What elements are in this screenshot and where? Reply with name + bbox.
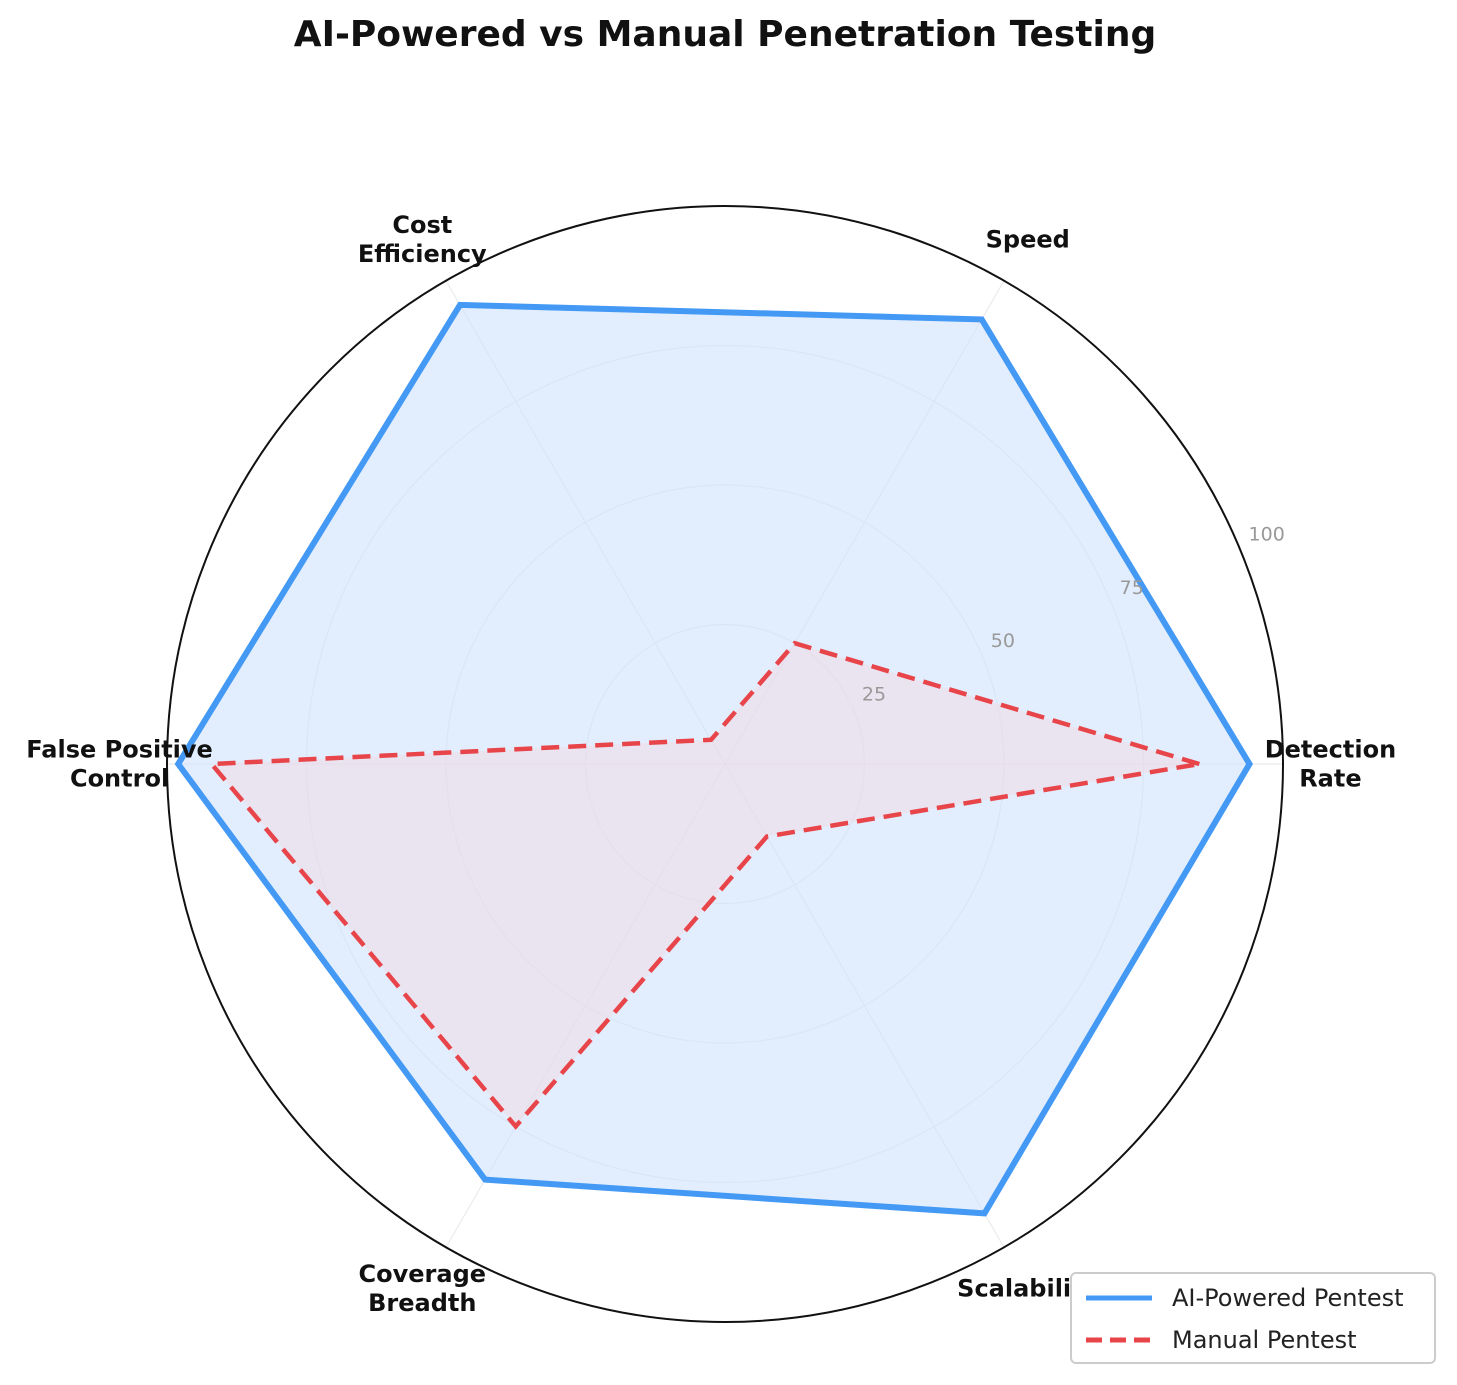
- legend-line-dashed-icon: [1086, 1337, 1152, 1343]
- chart-title: AI-Powered vs Manual Penetration Testing: [293, 14, 1157, 55]
- axis-label-1: Speed: [986, 226, 1070, 254]
- series-line-0: [174, 301, 1253, 1217]
- legend-item-ai: AI-Powered Pentest: [1084, 1280, 1404, 1316]
- axis-label-0: Detection Rate: [1265, 736, 1396, 793]
- axis-label-4: Coverage Breadth: [359, 1260, 487, 1317]
- radial-tick-label: 75: [1120, 577, 1144, 599]
- series-area-1: [211, 643, 1200, 1127]
- outer-ring: [166, 205, 1284, 1323]
- legend-item-manual: Manual Pentest: [1084, 1322, 1357, 1358]
- radial-tick-label: 100: [1249, 523, 1285, 545]
- axis-label-2: Cost Efficiency: [358, 211, 487, 268]
- legend-line-solid-icon: [1086, 1295, 1152, 1301]
- radar-labels: 25 50 75 100 Detection Rate Speed Cost Efficienc…: [26, 211, 1396, 1317]
- legend-label-ai: AI-Powered Pentest: [1172, 1284, 1404, 1312]
- radial-tick-label: 25: [862, 684, 886, 706]
- series-line-1: [206, 640, 1200, 1130]
- radial-tick-label: 50: [991, 630, 1015, 652]
- legend: AI-Powered Pentest Manual Pentest: [1070, 1272, 1436, 1364]
- axis-label-3: False Positive Control: [26, 736, 213, 793]
- series-area-0: [178, 304, 1250, 1214]
- legend-label-manual: Manual Pentest: [1172, 1326, 1357, 1354]
- radar-series: [174, 301, 1253, 1217]
